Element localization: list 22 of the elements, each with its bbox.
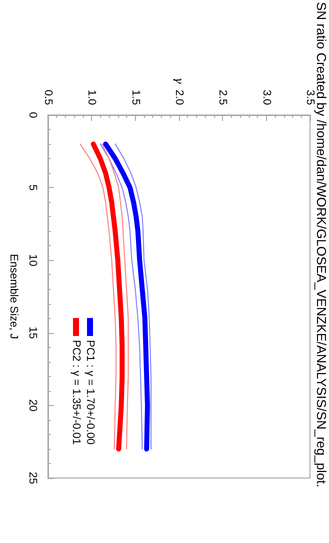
y-tick-label: 5: [26, 184, 38, 191]
x-tick-label: 3.5: [304, 90, 316, 105]
line-series: [100, 144, 143, 450]
x-tick-label: 3.0: [260, 90, 272, 105]
line-series: [80, 144, 117, 450]
x-tick-label: 1.5: [129, 90, 142, 105]
y-tick-label: 15: [26, 326, 38, 339]
line-series: [114, 144, 152, 450]
y-axis-title: Ensemble Size, J: [8, 254, 20, 339]
y-tick-label: 20: [26, 399, 38, 412]
x-tick-label: 2.5: [216, 90, 229, 105]
y-tick-label: 25: [26, 472, 38, 484]
text: SN ratio Created by /home/dan/WORK/GLOSEA_VENZKE/ANALYSIS/SN_reg_plot.: [314, 2, 329, 488]
legend-label: PC1 : γ = 1.70+/-0.00: [84, 340, 96, 445]
legend-label: PC2 : γ = 1.35+/-0.01: [70, 340, 82, 445]
y-tick-label: 10: [26, 254, 38, 266]
y-tick-label: 0: [26, 112, 38, 118]
x-tick-label: 0.5: [42, 90, 54, 105]
x-tick-label: 2.0: [172, 90, 185, 105]
x2-axis-title: γ: [172, 77, 186, 84]
x-tick-label: 1.0: [86, 90, 98, 105]
line-series: [102, 144, 129, 450]
